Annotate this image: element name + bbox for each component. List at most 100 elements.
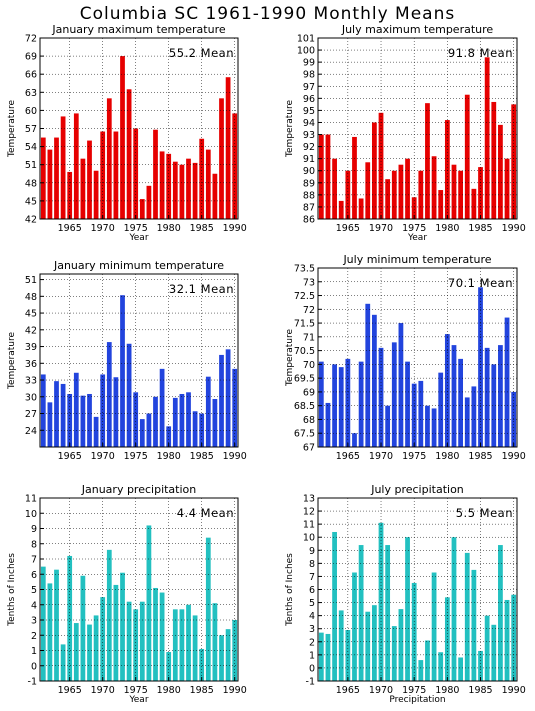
bar-1984 [192,615,198,681]
bar-1974 [126,601,132,681]
bar-1986 [205,537,211,681]
y-tick-label: 70.5 [294,346,315,357]
x-tick-label: 1970 [91,451,115,462]
x-tick-label: 1980 [157,685,181,696]
bar-1969 [371,605,377,681]
y-tick-label: 48 [25,292,37,303]
y-tick-label: 69.5 [294,374,315,385]
x-tick-label: 1975 [402,685,426,696]
bar-1989 [225,77,231,219]
x-tick-label: 1975 [124,223,148,234]
x-tick-label: 1985 [190,451,214,462]
x-tick-label: 1970 [91,223,115,234]
bar-1980 [166,153,172,219]
bar-1964 [338,367,344,447]
bar-1964 [60,116,66,219]
bar-1969 [371,314,377,447]
bar-1971 [106,98,112,219]
x-tick-label: 1980 [435,685,459,696]
bar-1979 [159,368,165,447]
y-tick-label: 39 [25,342,37,353]
bar-1988 [219,635,224,681]
mean-label: 70.1 Mean [448,276,513,290]
bar-1965 [345,358,351,447]
y-tick-label: 96 [303,94,315,105]
bar-1979 [438,190,444,219]
y-tick-label: -1 [28,677,37,688]
bar-1965 [67,171,73,219]
bar-1988 [498,124,503,219]
bar-1978 [431,156,437,219]
bar-1978 [153,129,158,219]
bar-1989 [504,317,510,447]
x-axis-label: Year [128,695,148,705]
x-tick-label: 1990 [502,451,526,462]
chart-title: July minimum temperature [342,253,491,266]
y-tick-label: 100 [297,46,315,57]
y-tick-label: 10 [303,533,315,544]
y-tick-label: 9 [309,546,315,557]
x-tick-label: 1990 [223,685,247,696]
bar-1982 [458,170,464,219]
y-tick-label: 92 [303,142,315,153]
bar-1975 [411,197,417,219]
bar-1983 [186,604,191,681]
chart-title: July precipitation [370,483,464,496]
bar-1962 [325,402,331,447]
mean-label: 32.1 Mean [169,282,234,296]
bar-1966 [352,433,357,447]
y-tick-label: 99 [303,58,315,69]
y-tick-label: 1 [31,646,37,657]
y-tick-label: 48 [25,178,37,189]
x-axis-label: Precipitation [389,695,445,705]
x-tick-label: 1975 [402,223,426,234]
y-tick-label: 3 [31,616,37,627]
bar-1984 [192,162,198,219]
bar-1984 [471,569,477,681]
y-tick-label: 72.5 [294,291,315,302]
y-tick-label: 63 [25,88,37,99]
bar-1990 [232,620,238,681]
x-tick-label: 1980 [157,451,181,462]
bar-1987 [212,399,218,447]
x-tick-label: 1990 [223,223,247,234]
bar-1970 [100,374,106,447]
bar-1981 [451,345,457,447]
bar-1961 [40,566,46,681]
chart-title: January minimum temperature [53,259,224,272]
bar-1963 [332,158,337,219]
bar-1981 [451,537,457,681]
bar-1987 [212,173,218,219]
bar-1972 [113,584,119,681]
bar-1989 [504,158,510,219]
y-tick-label: 24 [25,426,37,437]
bar-1987 [491,624,497,681]
chart-jul-min: July minimum temperature 67 67.5 68 68.5 69 69… [285,253,526,462]
y-tick-label: 51 [25,275,37,286]
y-tick-label: 0 [309,663,315,674]
bar-1975 [133,392,139,447]
plot-frame [317,267,518,448]
y-tick-label: 101 [297,34,315,45]
bar-1964 [338,200,344,219]
bar-1984 [192,411,198,447]
x-tick-label: 1970 [369,223,393,234]
bar-1969 [93,615,99,681]
bar-1970 [100,131,106,219]
y-tick-label: 13 [303,494,315,505]
y-tick-label: 2 [309,637,315,648]
y-tick-label: 51 [25,160,37,171]
bar-1961 [318,134,324,219]
chart-title: January maximum temperature [51,23,225,36]
bar-1986 [205,149,211,219]
bar-1968 [365,162,371,219]
bar-1971 [106,549,112,681]
bar-1968 [365,611,371,681]
bar-1981 [172,397,178,447]
bar-1986 [484,57,490,219]
x-tick-label: 1980 [157,223,181,234]
chart-jul-max: July maximum temperature 86 87888990919293… [285,23,526,243]
bar-1983 [464,552,470,681]
bar-1978 [431,572,437,681]
bar-1967 [358,361,364,447]
